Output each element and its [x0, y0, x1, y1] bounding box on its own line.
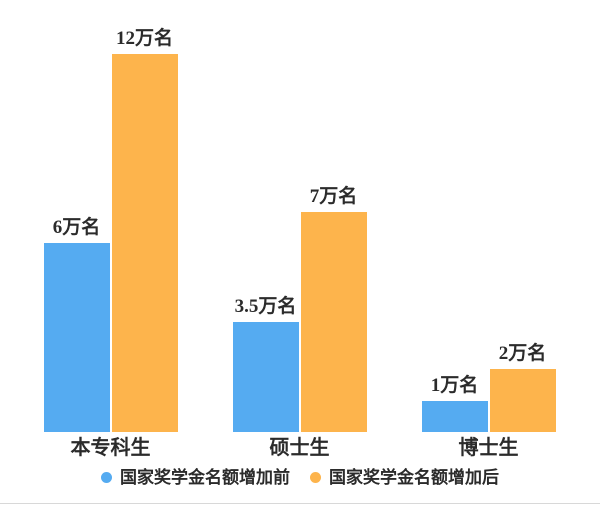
- bar-item: 6万名: [43, 217, 110, 432]
- bar-value-label: 2万名: [498, 343, 547, 364]
- legend-marker-icon: [101, 472, 112, 483]
- bar-item: 1万名: [421, 374, 488, 432]
- category-axis: 本专科生 硕士生 博士生: [16, 438, 583, 458]
- legend-marker-icon: [310, 472, 321, 483]
- category-label: 硕士生: [269, 437, 330, 459]
- bar: [489, 369, 556, 432]
- bottom-divider: [0, 503, 600, 504]
- bar-value-label: 6万名: [52, 217, 101, 238]
- legend-item: 国家奖学金名额增加后: [310, 469, 499, 486]
- bar-group: 6万名 12万名: [16, 0, 205, 432]
- bar-value-label: 12万名: [115, 28, 173, 49]
- legend-label: 国家奖学金名额增加前: [120, 468, 290, 487]
- legend-label: 国家奖学金名额增加后: [329, 468, 499, 487]
- legend-item: 国家奖学金名额增加前: [101, 469, 290, 486]
- bar-item: 12万名: [111, 28, 178, 432]
- bar-item: 3.5万名: [232, 295, 299, 432]
- bar-value-label: 3.5万名: [234, 295, 297, 317]
- bar: [111, 54, 178, 432]
- bar-value-label: 1万名: [430, 374, 479, 396]
- category-label: 本专科生: [70, 437, 151, 459]
- legend: 国家奖学金名额增加前 国家奖学金名额增加后: [0, 469, 600, 486]
- bar: [421, 400, 488, 432]
- bar-item: 7万名: [300, 185, 367, 432]
- bar-group: 1万名 2万名: [394, 0, 583, 432]
- bar: [300, 211, 367, 432]
- bar: [232, 321, 299, 432]
- bar-item: 2万名: [489, 343, 556, 432]
- category-label: 博士生: [458, 437, 519, 459]
- bar-group: 3.5万名 7万名: [205, 0, 394, 432]
- bar: [43, 243, 110, 432]
- plot-area: 6万名 12万名 3.5万名 7万名 1万名 2万名: [16, 0, 583, 432]
- bar-value-label: 7万名: [309, 185, 358, 207]
